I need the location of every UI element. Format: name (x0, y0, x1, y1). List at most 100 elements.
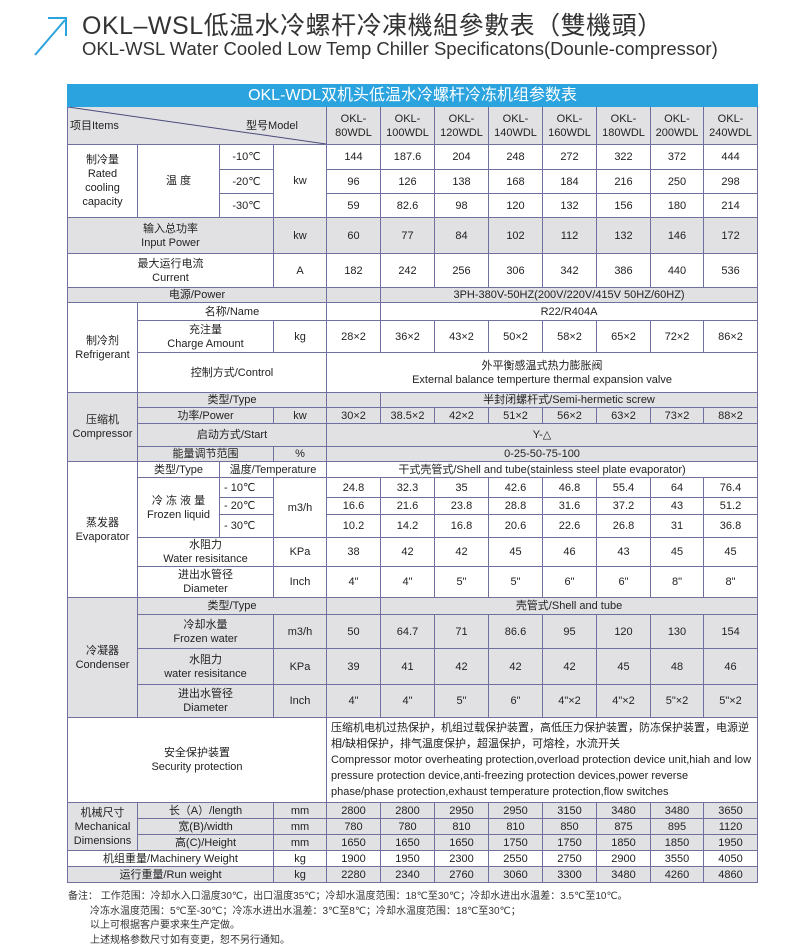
value-cell: 30×2 (327, 408, 381, 424)
value-cell: 780 (327, 819, 381, 835)
value-cell: 4" (381, 567, 435, 598)
value-cell: 31 (651, 515, 704, 538)
value-cell: 76.4 (704, 478, 758, 498)
header-corner: 项目Items 型号Model (68, 107, 327, 145)
value-cell: 120 (597, 615, 651, 649)
value-cell: 204 (435, 145, 489, 170)
value-cell: 16.8 (435, 515, 489, 538)
compressor-type-label: 类型/Type (138, 393, 327, 408)
label-cn: 安全保护装置 (69, 746, 325, 760)
note-line: 上述规格参数尺寸如有变更，恕不另行通知。 (68, 934, 628, 948)
value-cell: 2340 (381, 867, 435, 883)
value-cell: 82.6 (381, 194, 435, 218)
value-cell: 1750 (543, 835, 597, 851)
label-en: Charge Amount (139, 337, 272, 351)
value-cell: 64 (651, 478, 704, 498)
value-cell: 46 (704, 649, 758, 685)
label-en: Diameter (139, 582, 272, 596)
value-cell: 3060 (489, 867, 543, 883)
value-cell: 3480 (651, 803, 704, 819)
value-cell: 5"×2 (704, 685, 758, 718)
run-weight-label: 运行重量/Run weight (68, 867, 274, 883)
value-cell: 45 (489, 538, 543, 567)
label-cn: 充注量 (139, 323, 272, 337)
value-cell: 444 (704, 145, 758, 170)
value-cell: 98 (435, 194, 489, 218)
label-cn: 进出水管径 (139, 687, 272, 701)
value-cell: 56×2 (543, 408, 597, 424)
unit: KPa (274, 538, 327, 567)
energy-label: 能量调节范围 (138, 447, 274, 462)
unit: Inch (274, 685, 327, 718)
table-title-row: OKL-WDL双机头低温水冷螺杆冷冻机组参数表 (68, 85, 758, 107)
empty-cell (327, 393, 381, 408)
temp-value: -20℃ (220, 170, 274, 194)
unit: KPa (274, 649, 327, 685)
value-cell: 2300 (435, 851, 489, 867)
value-cell: 60 (327, 218, 381, 254)
value-cell: 72×2 (651, 321, 704, 353)
arrow-icon (32, 12, 72, 58)
value-cell: 1650 (381, 835, 435, 851)
model-header-cell: OKL- 120WDL (435, 107, 489, 145)
value-cell: 132 (543, 194, 597, 218)
value-cell: 3150 (543, 803, 597, 819)
value-cell: 156 (597, 194, 651, 218)
value-cell: 58×2 (543, 321, 597, 353)
label-cn: 最大运行电流 (69, 257, 272, 271)
value-cell: 45 (651, 538, 704, 567)
label-en: Mechanical (69, 820, 136, 834)
value-cell: 1850 (597, 835, 651, 851)
value-cell: 86×2 (704, 321, 758, 353)
model-header-cell: OKL- 200WDL (651, 107, 704, 145)
page-title-cn: OKL–WSL低温水冷螺杆冷凍機組參數表（雙機頭） (82, 6, 663, 42)
refrigerant-name-label: 名称/Name (138, 303, 327, 321)
value-cell: 64.7 (381, 615, 435, 649)
unit: kw (274, 408, 327, 424)
value-cell: 372 (651, 145, 704, 170)
value-cell: 84 (435, 218, 489, 254)
label-en: Refrigerant (69, 348, 136, 362)
label-cn: 水阻力 (139, 538, 272, 552)
security-description: 压缩机电机过热保护，机组过载保护装置，高低压力保护装置，防冻保护装置，电源逆相/… (327, 718, 758, 803)
value-cell: 42 (435, 538, 489, 567)
unit: % (274, 447, 327, 462)
label-cn: 制冷剂 (69, 334, 136, 348)
compressor-type-value: 半封闭螺杆式/Semi-hermetic screw (381, 393, 758, 408)
start-value: Y-△ (327, 424, 758, 447)
label-cn: 输入总功率 (69, 222, 272, 236)
value-cell: 23.8 (435, 498, 489, 515)
value-cell: 3650 (704, 803, 758, 819)
temp-value: - 20℃ (220, 498, 274, 515)
value-cell: 4" (381, 685, 435, 718)
value-cell: 3480 (597, 803, 651, 819)
power-supply-label: 电源/Power (68, 288, 327, 303)
temp-value: -30℃ (220, 194, 274, 218)
value-cell: 4"×2 (543, 685, 597, 718)
value-cell: 35 (435, 478, 489, 498)
value-cell: 216 (597, 170, 651, 194)
value-cell: 5" (489, 567, 543, 598)
length-label: 长（A）/length (138, 803, 274, 819)
value-cell: 4"×2 (597, 685, 651, 718)
value-cell: 77 (381, 218, 435, 254)
label-cn: 冷 冻 液 量 (139, 494, 218, 508)
refrigerant-name-value: R22/R404A (381, 303, 758, 321)
value-cell: 22.6 (543, 515, 597, 538)
value-cell: 112 (543, 218, 597, 254)
value-cell: 39 (327, 649, 381, 685)
label-en: Input Power (69, 236, 272, 250)
temp-value: - 10℃ (220, 478, 274, 498)
value-cell: 28.8 (489, 498, 543, 515)
value-cell: 126 (381, 170, 435, 194)
value-cell: 536 (704, 254, 758, 288)
items-header: 项目Items (70, 119, 119, 133)
value-cell: 1900 (327, 851, 381, 867)
label-en: Condenser (69, 658, 136, 672)
